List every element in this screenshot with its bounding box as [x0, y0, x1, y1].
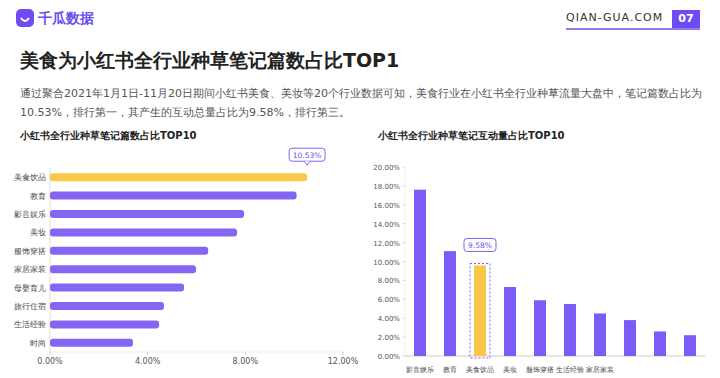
- page-badge: [672, 10, 700, 28]
- bar: [50, 302, 164, 310]
- page-number: 07: [672, 11, 700, 27]
- value-label-box: [289, 148, 325, 161]
- logo-text: 千瓜数据: [38, 9, 94, 27]
- y-tick-label: 0.00%: [378, 353, 401, 361]
- y-tick: [402, 337, 405, 338]
- y-tick-label: 14.00%: [373, 221, 400, 229]
- bar: [50, 228, 237, 236]
- highlight-frame: [470, 263, 490, 358]
- logo-icon-mark: [21, 18, 29, 21]
- y-tick: [402, 223, 405, 224]
- slide-title: 美食为小红书全行业种草笔记篇数占比TOP1: [20, 48, 399, 72]
- y-tick: [402, 167, 405, 168]
- x-tick: [245, 352, 246, 355]
- y-tick: [402, 204, 405, 205]
- y-tick-label: 16.00%: [373, 202, 400, 210]
- y-tick-label: 8.00%: [378, 277, 401, 285]
- y-tick-label: 时尚: [30, 339, 46, 348]
- value-label: 9.58%: [468, 241, 492, 250]
- bar: [50, 247, 208, 255]
- x-tick-label: 家居家装: [586, 366, 614, 374]
- bar: [594, 313, 606, 356]
- x-tick-label: 0.00%: [37, 357, 63, 366]
- bar: [50, 284, 184, 292]
- bar: [50, 265, 196, 273]
- y-tick-label: 家居家装: [14, 265, 46, 274]
- y-tick-label: 4.00%: [378, 315, 401, 323]
- y-tick: [402, 242, 405, 243]
- y-tick-label: 教育: [30, 192, 46, 201]
- bars: [50, 173, 307, 347]
- site-url: QIAN-GUA.COM: [566, 11, 663, 25]
- slide-description: 通过聚合2021年1月1日-11月20日期间小红书美食、美妆等20个行业数据可知…: [20, 84, 710, 122]
- y-tick-label: 母婴育儿: [14, 284, 46, 293]
- x-tick-label: 美食饮品: [466, 366, 494, 374]
- value-label-pointer: [304, 161, 310, 165]
- x-tick: [50, 352, 51, 355]
- y-tick-label: 2.00%: [378, 334, 401, 342]
- y-tick-label: 20.00%: [373, 164, 400, 172]
- bar: [50, 320, 159, 328]
- y-tick-label: 6.00%: [378, 296, 401, 304]
- bar: [504, 287, 516, 356]
- y-tick: [402, 299, 405, 300]
- bar: [50, 192, 297, 200]
- x-axis-line: [50, 352, 343, 353]
- y-tick-label: 生活经验: [14, 320, 46, 329]
- bar: [624, 320, 636, 356]
- y-tick-label: 影音娱乐: [14, 210, 46, 219]
- y-tick-label: 旅行住宿: [14, 302, 46, 311]
- bar: [50, 339, 133, 347]
- bar: [444, 251, 456, 356]
- x-tick: [343, 352, 344, 355]
- x-tick-label: 服饰穿搭: [526, 366, 554, 374]
- y-tick-label: 美妆: [30, 228, 46, 237]
- bar: [534, 300, 546, 356]
- y-tick-label: 美食饮品: [14, 173, 46, 182]
- value-label-box: [464, 238, 496, 251]
- x-tick-label: 美妆: [503, 366, 517, 374]
- bar: [50, 173, 307, 181]
- bars: [414, 190, 696, 356]
- y-tick: [402, 356, 405, 357]
- bar: [564, 304, 576, 356]
- bar: [654, 331, 666, 356]
- x-tick-label: 影音娱乐: [406, 366, 434, 374]
- y-tick: [402, 280, 405, 281]
- x-tick-label: 12.00%: [328, 357, 359, 366]
- y-tick-label: 服饰穿搭: [14, 247, 46, 256]
- chart-title: 小红书全行业种草笔记篇数占比TOP10: [19, 130, 197, 141]
- x-tick: [147, 352, 148, 355]
- x-tick-label: 教育: [443, 365, 457, 374]
- bar: [414, 190, 426, 356]
- y-tick-label: 18.00%: [373, 183, 400, 191]
- value-label: 10.53%: [293, 151, 322, 160]
- y-tick: [402, 185, 405, 186]
- bar: [50, 210, 244, 218]
- logo-icon: [16, 9, 34, 27]
- x-tick-label: 生活经验: [556, 366, 584, 374]
- x-tick-label: 4.00%: [135, 357, 161, 366]
- y-tick: [402, 261, 405, 262]
- bar: [684, 335, 696, 356]
- chart-title: 小红书全行业种草笔记互动量占比TOP10: [377, 130, 565, 141]
- y-tick-label: 12.00%: [373, 240, 400, 248]
- x-tick-label: 8.00%: [233, 357, 259, 366]
- header-rule: [566, 28, 700, 30]
- bar: [474, 265, 486, 356]
- y-tick: [402, 318, 405, 319]
- y-tick-label: 10.00%: [373, 259, 400, 267]
- charts: 小红书全行业种草笔记篇数占比TOP10 0.00% 4.00% 8.00% 12.00%…: [0, 0, 720, 378]
